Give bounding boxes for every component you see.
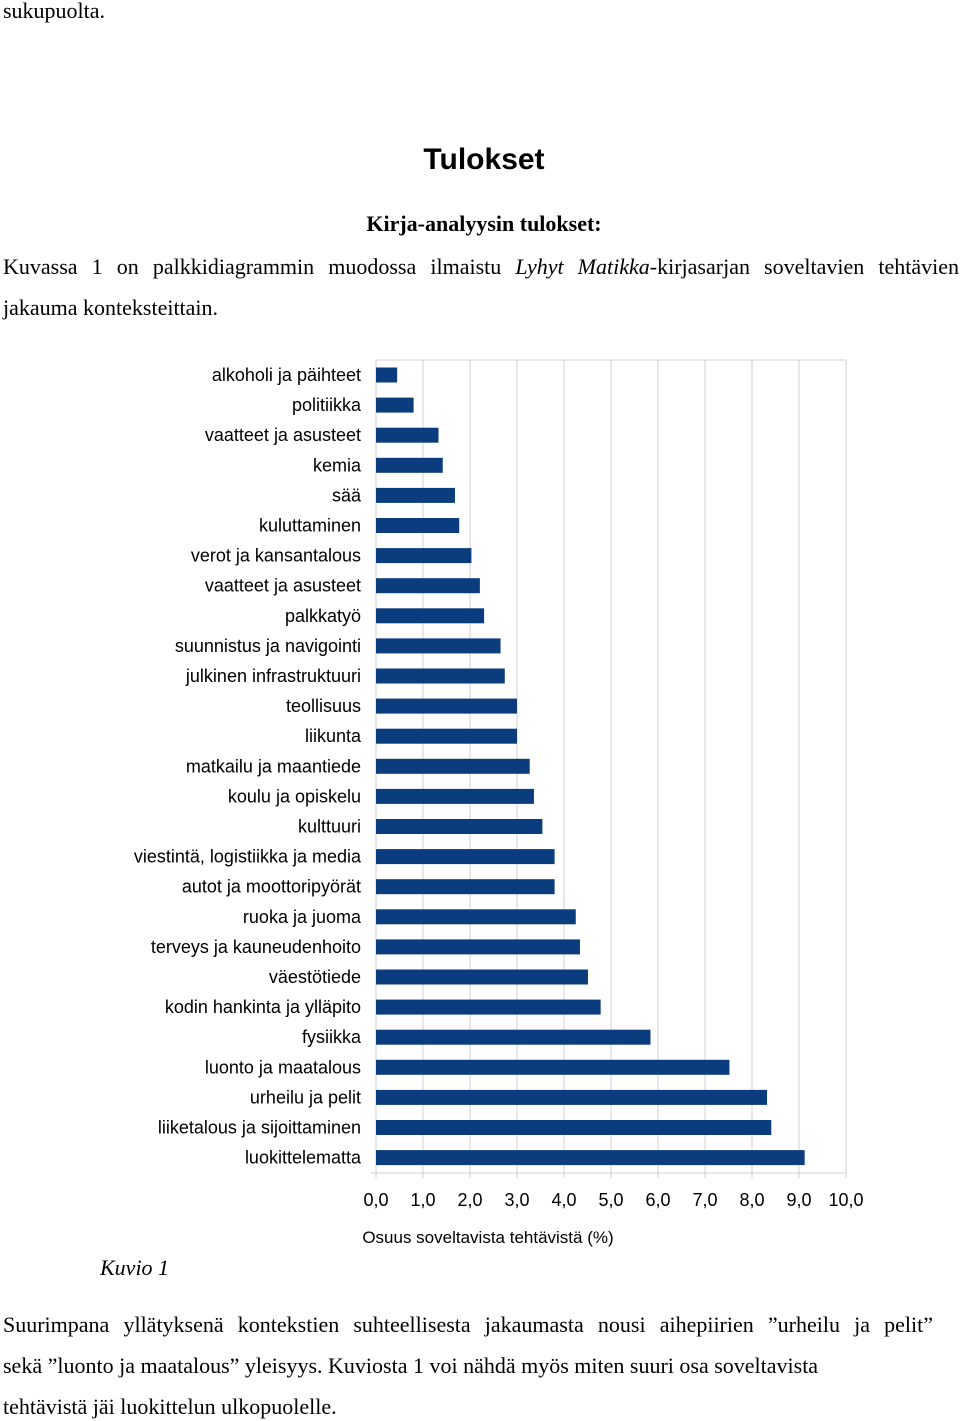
x-axis-tick-labels: 0,0 1,0 2,0 3,0 4,0 5,0 6,0 7,0 8,0 9,0 10,0	[363, 1190, 863, 1210]
book-series-name: Lyhyt Matikka	[515, 254, 650, 279]
x-tick-label: 8,0	[739, 1190, 764, 1210]
bar	[376, 939, 580, 955]
category-label: ruoka ja juoma	[243, 907, 362, 927]
bar	[376, 819, 543, 834]
figure-caption: Kuvio 1	[100, 1255, 170, 1280]
bar	[376, 758, 530, 774]
bar	[376, 728, 517, 744]
category-label: kodin hankinta ja ylläpito	[165, 997, 361, 1017]
category-labels: alkoholi ja päihteet politiikka vaatteet j…	[134, 365, 362, 1168]
category-label: viestintä, logistiikka ja media	[134, 847, 362, 867]
category-label: luonto ja maatalous	[205, 1057, 361, 1077]
bar	[376, 698, 517, 714]
intro-paragraph-line-1: Kuvassa 1 on palkkidiagrammin muodossa i…	[3, 254, 959, 280]
category-label: autot ja moottoripyörät	[182, 877, 361, 897]
category-label: terveys ja kauneudenhoito	[151, 937, 361, 957]
bar	[376, 427, 439, 443]
intro-text-after-series: -kirjasarjan soveltavien tehtävien	[649, 254, 959, 279]
category-label: alkoholi ja päihteet	[212, 365, 361, 385]
category-label: verot ja kansantalous	[191, 546, 361, 566]
category-label: kulttuuri	[298, 817, 361, 837]
bar	[376, 578, 480, 594]
category-label: suunnistus ja navigointi	[175, 636, 361, 656]
bar	[376, 397, 414, 413]
category-label: väestötiede	[269, 967, 361, 987]
category-label: vaatteet ja asusteet	[205, 425, 361, 445]
chart-bars	[376, 367, 805, 1166]
x-tick-label: 7,0	[692, 1190, 717, 1210]
x-tick-label: 0,0	[363, 1190, 388, 1210]
bar	[376, 1120, 772, 1135]
bar	[376, 457, 443, 473]
x-tick-label: 4,0	[551, 1190, 576, 1210]
x-tick-label: 9,0	[786, 1190, 811, 1210]
bar	[376, 969, 588, 985]
bar	[376, 1029, 651, 1045]
bar	[376, 487, 455, 503]
bar	[376, 608, 485, 624]
category-label: kuluttaminen	[259, 516, 361, 536]
bar	[376, 788, 534, 804]
category-label: vaatteet ja asusteet	[205, 576, 361, 596]
category-label: matkailu ja maantiede	[186, 756, 361, 776]
category-label: teollisuus	[286, 696, 361, 716]
intro-text-before-series: Kuvassa 1 on palkkidiagrammin muodossa i…	[3, 254, 516, 279]
conclusion-line-3: tehtävistä jäi luokittelun ulkopuolelle.	[3, 1394, 337, 1419]
bar	[376, 668, 505, 684]
category-label: koulu ja opiskelu	[228, 786, 361, 806]
bar	[376, 1059, 730, 1075]
chart-gridlines	[371, 359, 847, 1178]
bar	[376, 999, 601, 1015]
category-label: urheilu ja pelit	[250, 1087, 361, 1107]
category-label: palkkatyö	[285, 606, 361, 626]
category-label: sää	[332, 485, 362, 505]
bar	[376, 1150, 805, 1166]
sub-heading: Kirja-analyysin tulokset:	[366, 211, 602, 236]
bar	[376, 518, 460, 533]
category-label: fysiikka	[302, 1027, 362, 1047]
category-label: politiikka	[292, 395, 362, 415]
conclusion-line-1: Suurimpana yllätyksenä kontekstien suhte…	[3, 1312, 933, 1337]
section-title: Tulokset	[423, 143, 545, 176]
context-distribution-bar-chart: alkoholi ja päihteet politiikka vaatteet j…	[134, 359, 864, 1247]
bar	[376, 909, 576, 925]
x-tick-label: 10,0	[828, 1190, 863, 1210]
category-label: liiketalous ja sijoittaminen	[158, 1118, 361, 1138]
x-tick-label: 6,0	[645, 1190, 670, 1210]
category-label: julkinen infrastruktuuri	[185, 666, 361, 686]
bar	[376, 849, 555, 865]
conclusion-line-2: sekä ”luonto ja maatalous” yleisyys. Kuv…	[3, 1353, 819, 1378]
bar	[376, 367, 398, 383]
category-label: kemia	[313, 455, 362, 475]
x-tick-label: 1,0	[410, 1190, 435, 1210]
top-text-fragment: sukupuolta.	[3, 0, 106, 23]
x-axis-title: Osuus soveltavista tehtävistä (%)	[362, 1228, 613, 1247]
bar	[376, 638, 501, 654]
category-label: liikunta	[305, 726, 362, 746]
x-tick-label: 2,0	[457, 1190, 482, 1210]
category-label: luokittelematta	[245, 1148, 362, 1168]
intro-paragraph-line-2: jakauma konteksteittain.	[3, 295, 219, 320]
bar	[376, 879, 555, 895]
x-tick-label: 5,0	[598, 1190, 623, 1210]
bar	[376, 548, 472, 564]
x-tick-label: 3,0	[504, 1190, 529, 1210]
bar	[376, 1089, 768, 1105]
